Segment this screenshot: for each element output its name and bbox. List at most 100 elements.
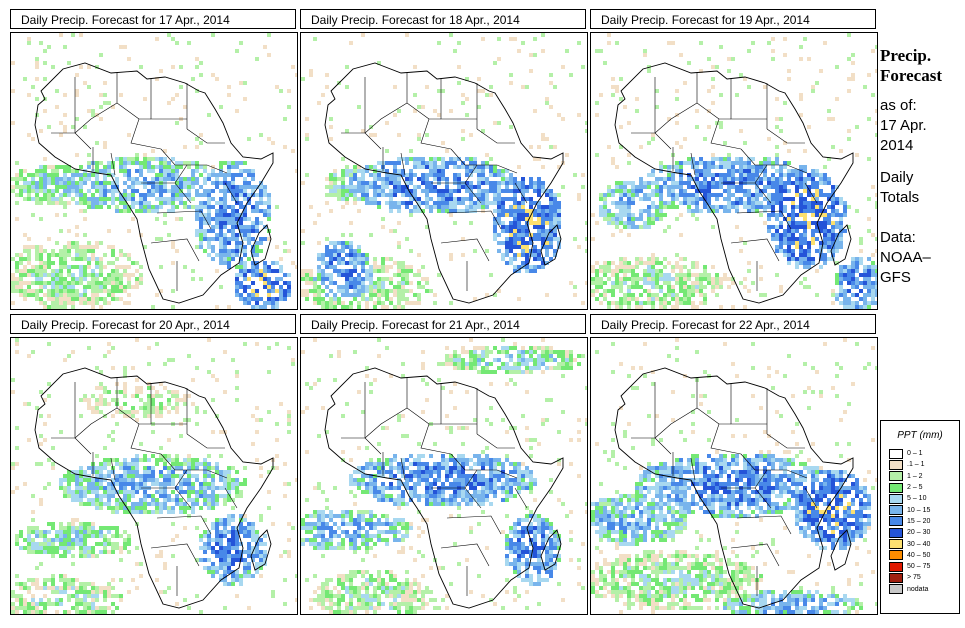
data-source: Data: NOAA– GFS [880, 228, 960, 288]
country-border [446, 515, 502, 535]
legend-label: 5 – 10 [907, 495, 927, 503]
totals-note: Daily Totals [880, 168, 960, 208]
precip-map [10, 32, 298, 310]
legend-swatch [889, 550, 903, 561]
forecast-panel-apr-19: Daily Precip. Forecast for 19 Apr., 2014 [590, 9, 878, 310]
forecast-panel-apr-17: Daily Precip. Forecast for 17 Apr., 2014 [10, 9, 298, 310]
country-border [654, 407, 698, 439]
africa-map-svg [301, 338, 587, 614]
country-border [450, 148, 518, 174]
country-border [754, 164, 768, 184]
country-border [74, 407, 118, 439]
legend-item: 15 – 20 [889, 516, 930, 527]
asof-line: 17 Apr. [880, 117, 927, 134]
panel-title: Daily Precip. Forecast for 22 Apr., 2014 [590, 314, 876, 334]
country-border [766, 128, 805, 144]
panel-title: Daily Precip. Forecast for 18 Apr., 2014 [300, 9, 586, 29]
asof-line: 2014 [880, 137, 914, 154]
legend-item: 50 – 75 [889, 561, 930, 572]
country-border [156, 515, 212, 535]
forecast-panel-apr-21: Daily Precip. Forecast for 21 Apr., 2014 [300, 314, 588, 615]
map-heading: Precip. Forecast [880, 46, 960, 86]
country-border [150, 238, 200, 262]
africa-map-svg [301, 33, 587, 309]
country-border [710, 423, 742, 455]
africa-coastline [324, 367, 564, 609]
legend-item: 2 – 5 [889, 482, 930, 493]
legend-item: 5 – 10 [889, 493, 930, 504]
country-border [400, 457, 406, 481]
country-border [766, 433, 805, 449]
country-border [130, 118, 162, 150]
legend-label: nodata [907, 585, 929, 593]
country-border [420, 423, 452, 455]
country-border [754, 469, 768, 489]
legend-items: 0 – 1 .1 – 1 1 – 2 2 – 5 5 – 10 10 – 15 15 – 2… [889, 448, 930, 595]
country-border [110, 152, 116, 176]
country-border [440, 543, 490, 567]
legend-swatch [889, 448, 903, 459]
africa-map-svg [11, 338, 297, 614]
country-border [514, 182, 528, 204]
precip-map [300, 337, 588, 615]
country-border [464, 164, 478, 184]
africa-map-svg [591, 338, 877, 614]
panel-title: Daily Precip. Forecast for 21 Apr., 2014 [300, 314, 586, 334]
country-border [420, 118, 452, 150]
country-border [160, 453, 228, 479]
madagascar-coastline [830, 224, 852, 266]
africa-coastline [614, 367, 854, 609]
forecast-panel-apr-18: Daily Precip. Forecast for 18 Apr., 2014 [300, 9, 588, 310]
country-border [804, 487, 818, 509]
asof-line: as of: [880, 97, 917, 114]
country-border [156, 210, 212, 230]
precip-map [300, 32, 588, 310]
legend-swatch [889, 459, 903, 470]
country-border [654, 102, 698, 134]
legend-item: > 75 [889, 572, 930, 583]
legend-label: .1 – 1 [907, 461, 925, 469]
country-border [74, 102, 118, 134]
legend-label: 50 – 75 [907, 563, 931, 571]
legend-swatch [889, 584, 903, 595]
legend-label: 30 – 40 [907, 540, 931, 548]
madagascar-coastline [250, 529, 272, 571]
country-border [740, 148, 808, 174]
legend-swatch [889, 482, 903, 493]
legend-item: 20 – 30 [889, 527, 930, 538]
country-border [696, 378, 720, 425]
madagascar-coastline [250, 224, 272, 266]
legend-item: 40 – 50 [889, 550, 930, 561]
country-border [740, 453, 808, 479]
africa-coastline [34, 367, 274, 609]
country-border [174, 469, 188, 489]
country-border [150, 543, 200, 567]
totals-line: Daily [880, 169, 914, 186]
legend-swatch [889, 561, 903, 572]
legend-item: nodata [889, 584, 930, 595]
heading-line: Precip. [880, 46, 932, 65]
precip-legend: PPT (mm) 0 – 1 .1 – 1 1 – 2 2 – 5 5 – 10 10 –… [880, 420, 960, 614]
heading-line: Forecast [880, 66, 942, 85]
legend-swatch [889, 527, 903, 538]
totals-line: Totals [880, 189, 920, 206]
legend-item: 10 – 15 [889, 504, 930, 516]
country-border [440, 238, 490, 262]
source-line: NOAA– [880, 249, 931, 266]
country-border [174, 164, 188, 184]
country-border [654, 77, 672, 150]
legend-label: 40 – 50 [907, 551, 931, 559]
legend-swatch [889, 516, 903, 527]
country-border [130, 423, 162, 455]
africa-map-svg [11, 33, 297, 309]
country-border [186, 128, 225, 144]
country-border [730, 238, 780, 262]
legend-item: 1 – 2 [889, 471, 930, 482]
legend-label: 2 – 5 [907, 484, 923, 492]
country-border [224, 487, 238, 509]
panel-title: Daily Precip. Forecast for 17 Apr., 2014 [10, 9, 296, 29]
country-border [446, 210, 502, 230]
panel-title: Daily Precip. Forecast for 19 Apr., 2014 [590, 9, 876, 29]
country-border [804, 182, 818, 204]
source-line: GFS [880, 269, 911, 286]
